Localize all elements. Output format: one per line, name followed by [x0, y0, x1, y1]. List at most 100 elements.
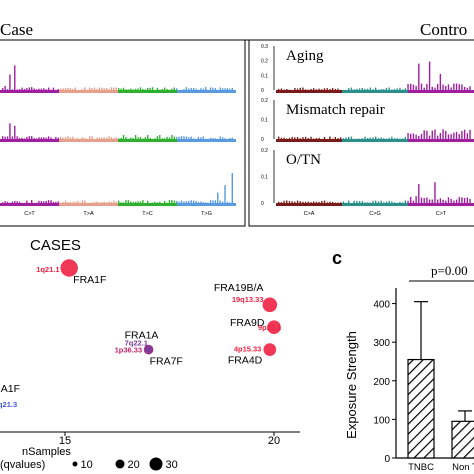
case-spectrum-bar — [64, 88, 67, 90]
case-spectrum-bar — [120, 202, 122, 203]
control-spectrum-bar — [283, 137, 285, 139]
control-spectrum-bar — [385, 87, 388, 90]
case-spectrum-bar — [159, 89, 161, 90]
control-spectrum-bar — [412, 133, 415, 139]
control-spectrum-bar — [388, 87, 390, 90]
case-spectrum-bar — [38, 200, 40, 203]
control-spectrum-bar — [329, 136, 331, 139]
case-spectrum-bar — [192, 87, 195, 90]
case-x-tick-label: T>C — [142, 211, 153, 217]
case-context-strip — [177, 139, 236, 142]
case-spectrum-bar — [130, 201, 132, 203]
control-spectrum-bar — [404, 200, 407, 203]
control-context-strip — [342, 203, 408, 206]
control-spectrum-bar — [380, 200, 382, 203]
control-spectrum-bar — [288, 201, 291, 203]
control-spectrum-bar — [383, 202, 385, 203]
control-spectrum-bar — [466, 197, 469, 203]
case-spectrum-bar — [74, 87, 76, 90]
control-y-tick: 0.1 — [261, 73, 268, 79]
control-spectrum-bar — [461, 197, 463, 203]
control-spectrum-bar — [458, 84, 460, 90]
control-spectrum-bar — [304, 136, 307, 139]
control-spectrum-bar — [350, 136, 353, 139]
case-spectrum-bar — [161, 138, 163, 139]
case-spectrum-bar — [132, 201, 134, 203]
case-spectrum-bar — [113, 87, 115, 90]
case-spectrum-bar — [214, 138, 217, 139]
control-y-tick: 0 — [261, 88, 264, 94]
control-spectrum-bar — [393, 202, 396, 203]
control-spectrum-bar — [329, 201, 331, 203]
case-spectrum-bar — [149, 87, 151, 90]
case-spectrum-bar — [212, 200, 214, 203]
case-spectrum-bar — [134, 201, 137, 203]
case-spectrum-bar — [125, 89, 127, 90]
control-spectrum-bar — [342, 201, 345, 203]
case-spectrum-bar — [214, 88, 217, 90]
case-spectrum-bar — [192, 138, 195, 139]
case-spectrum-bar — [2, 202, 4, 203]
control-spectrum-bar — [466, 133, 469, 139]
control-spectrum-bar — [447, 134, 450, 139]
case-spectrum-bar — [195, 88, 197, 90]
control-spectrum-bar — [280, 88, 283, 90]
control-spectrum-bar — [426, 197, 428, 203]
control-spectrum-bar — [442, 84, 444, 90]
control-spectrum-bar — [296, 88, 299, 90]
control-spectrum-bar — [345, 137, 347, 139]
case-spectrum-bar — [200, 88, 202, 90]
control-spectrum-bar — [442, 129, 444, 139]
case-spectrum-bar — [137, 137, 139, 139]
control-spectrum-bar — [410, 133, 412, 139]
case-spectrum-bar — [180, 200, 183, 203]
bar-y-label: Exposure Strength — [344, 331, 359, 439]
case-x-tick-label: T>A — [83, 211, 94, 217]
control-spectrum-bar — [361, 201, 363, 203]
case-spectrum-bar — [132, 89, 134, 90]
case-spectrum-bar — [185, 136, 188, 139]
control-spectrum-bar — [302, 201, 304, 203]
control-row-label: Mismatch repair — [286, 102, 385, 118]
case-spectrum-bar — [229, 88, 231, 90]
case-spectrum-bar — [38, 137, 40, 139]
control-spectrum-bar — [434, 182, 436, 203]
control-x-tick-label: C>G — [369, 211, 380, 217]
control-spectrum-bar — [356, 88, 358, 90]
case-spectrum-bar — [139, 201, 142, 203]
case-spectrum-bar — [166, 136, 168, 139]
control-spectrum-bar — [391, 136, 393, 139]
control-context-strip — [408, 203, 474, 206]
scatter-band-label: 1p36.33 — [115, 346, 143, 355]
case-spectrum-bar — [137, 201, 139, 203]
size-legend-value: 20 — [128, 459, 140, 471]
control-spectrum-bar — [450, 198, 452, 203]
control-spectrum-bar — [315, 138, 318, 139]
control-spectrum-bar — [323, 200, 326, 203]
scatter-site-label: FRA19B/A — [214, 282, 264, 294]
control-spectrum-bar — [286, 88, 288, 90]
case-spectrum-bar — [168, 137, 171, 139]
case-spectrum-bar — [195, 200, 197, 203]
case-spectrum-bar — [23, 88, 26, 90]
control-spectrum-bar — [366, 202, 369, 203]
case-spectrum-bar — [31, 136, 33, 139]
control-spectrum-bar — [453, 83, 455, 90]
case-spectrum-bar — [98, 202, 101, 203]
case-x-tick-label: C>T — [24, 211, 35, 217]
control-spectrum-bar — [439, 74, 442, 90]
control-spectrum-bar — [299, 138, 301, 139]
control-spectrum-bar — [388, 137, 390, 139]
case-spectrum-bar — [45, 137, 47, 139]
control-spectrum-bar — [431, 130, 433, 139]
control-spectrum-bar — [434, 129, 436, 139]
case-spectrum-bar — [168, 200, 171, 203]
case-spectrum-bar — [120, 137, 122, 139]
case-spectrum-bar — [139, 87, 142, 90]
case-context-strip — [0, 90, 59, 93]
control-spectrum-bar — [436, 83, 439, 90]
case-spectrum-bar — [120, 88, 122, 90]
size-legend-dot — [72, 461, 78, 467]
case-spectrum-bar — [205, 87, 207, 90]
case-context-strip — [59, 139, 118, 142]
